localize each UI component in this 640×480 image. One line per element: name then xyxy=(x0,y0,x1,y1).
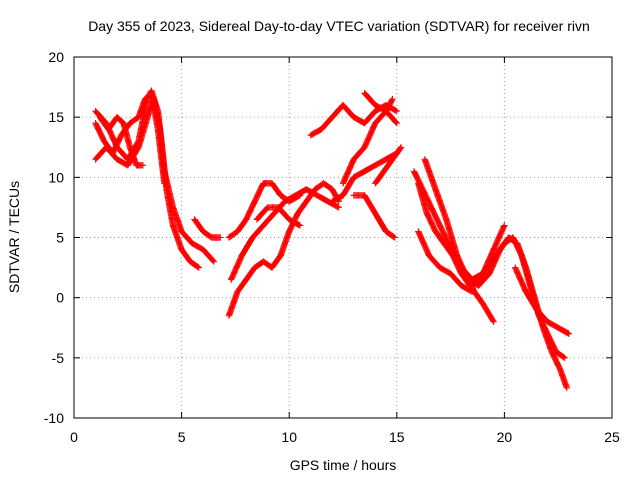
x-tick-label: 10 xyxy=(281,429,297,445)
series-arc-8 xyxy=(227,186,342,283)
series-arc-15 xyxy=(372,144,405,187)
data-point xyxy=(390,233,397,241)
series-arc-19 xyxy=(415,228,476,295)
data-point xyxy=(210,258,218,265)
data-point xyxy=(389,95,396,103)
data-point xyxy=(393,119,400,127)
data-points xyxy=(92,87,573,392)
data-point xyxy=(139,162,147,169)
x-tick-label: 25 xyxy=(604,429,620,445)
x-tick-label: 15 xyxy=(389,429,405,445)
data-point xyxy=(467,287,475,295)
y-tick-label: -5 xyxy=(52,350,65,366)
data-point xyxy=(334,203,341,211)
y-tick-label: 10 xyxy=(48,169,64,185)
y-tick-label: 20 xyxy=(48,49,64,65)
y-tick-label: 0 xyxy=(56,290,64,306)
series-arc-13 xyxy=(350,192,398,241)
data-point xyxy=(397,144,404,152)
series-arc-2 xyxy=(92,87,218,265)
data-point xyxy=(194,263,202,271)
series-arc-20 xyxy=(447,222,508,283)
series-arc-21 xyxy=(511,264,573,337)
data-point xyxy=(335,204,342,211)
data-point xyxy=(195,264,203,271)
data-point xyxy=(490,318,497,325)
series-arc-9 xyxy=(253,204,304,229)
chart-title: Day 355 of 2023, Sidereal Day-to-day VTE… xyxy=(88,18,590,34)
data-point xyxy=(392,107,400,114)
plot-frame xyxy=(73,56,613,419)
series-arc-18 xyxy=(421,156,571,392)
series-arc-7 xyxy=(225,180,304,241)
series-arc-14 xyxy=(361,89,400,127)
data-point xyxy=(564,330,572,337)
x-axis-label: GPS time / hours xyxy=(290,457,397,473)
data-point xyxy=(561,354,568,362)
x-tick-label: 20 xyxy=(497,429,513,445)
data-point xyxy=(259,181,267,188)
axis-ticks: 0 5 10 15 20 25 -10 -5 0 5 10 15 20 xyxy=(44,49,620,445)
series-arc-5 xyxy=(191,216,224,241)
y-tick-label: 5 xyxy=(56,230,64,246)
data-point xyxy=(560,353,567,361)
data-point xyxy=(392,119,400,126)
data-point xyxy=(217,234,224,241)
y-tick-label: 15 xyxy=(48,109,64,125)
series-arc-1 xyxy=(92,95,203,271)
data-point xyxy=(391,234,398,241)
x-tick-label: 5 xyxy=(178,429,186,445)
data-point xyxy=(393,107,400,115)
series-arc-3 xyxy=(92,89,168,187)
y-axis-label: SDTVAR / TECUs xyxy=(6,181,22,293)
x-tick-label: 0 xyxy=(70,429,78,445)
data-point xyxy=(296,222,304,229)
data-point xyxy=(501,222,508,229)
grid-lines xyxy=(74,57,612,418)
data-point xyxy=(388,96,396,104)
data-point xyxy=(489,317,497,324)
series-arc-4 xyxy=(96,113,147,169)
y-tick-label: -10 xyxy=(44,410,64,426)
data-point xyxy=(563,384,571,392)
data-point xyxy=(397,144,405,151)
data-point xyxy=(209,257,217,264)
data-point xyxy=(565,330,573,337)
series-arc-11 xyxy=(339,95,396,187)
data-point xyxy=(161,180,168,187)
data-point xyxy=(295,221,303,229)
data-point xyxy=(468,288,476,295)
